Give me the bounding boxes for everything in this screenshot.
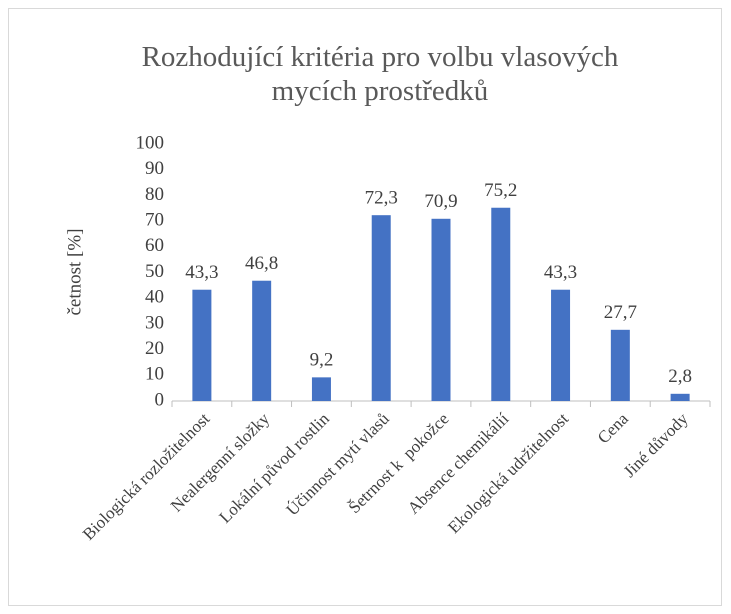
value-label: 2,8 xyxy=(668,366,692,387)
value-label: 70,9 xyxy=(424,191,457,212)
y-tick-label: 10 xyxy=(145,364,164,385)
y-tick-label: 80 xyxy=(145,184,164,205)
y-tick-label: 20 xyxy=(145,338,164,359)
bar xyxy=(311,377,331,401)
bar xyxy=(610,329,630,401)
y-tick-label: 50 xyxy=(145,261,164,282)
y-tick-label: 0 xyxy=(155,389,165,410)
value-label: 43,3 xyxy=(544,262,577,283)
value-label: 27,7 xyxy=(604,302,637,323)
y-tick-label: 100 xyxy=(136,132,165,153)
value-label: 72,3 xyxy=(365,188,398,209)
y-tick-label: 90 xyxy=(145,158,164,179)
chart-border xyxy=(8,8,722,606)
bar xyxy=(252,280,272,401)
bar xyxy=(491,207,511,401)
y-tick-label: 60 xyxy=(145,235,164,256)
bar xyxy=(551,289,571,401)
y-tick-label: 40 xyxy=(145,287,164,308)
value-label: 43,3 xyxy=(185,262,218,283)
y-tick-label: 70 xyxy=(145,209,164,230)
bar xyxy=(371,215,391,401)
chart-title: Rozhodující kritéria pro volbu vlasových… xyxy=(141,41,619,107)
bar xyxy=(192,289,212,401)
y-tick-label: 30 xyxy=(145,312,164,333)
bar xyxy=(431,218,451,401)
bar xyxy=(670,393,690,401)
value-label: 75,2 xyxy=(484,180,517,201)
value-label: 9,2 xyxy=(310,350,334,371)
value-label: 46,8 xyxy=(245,253,278,274)
y-axis-label: četnost [%] xyxy=(64,228,85,315)
